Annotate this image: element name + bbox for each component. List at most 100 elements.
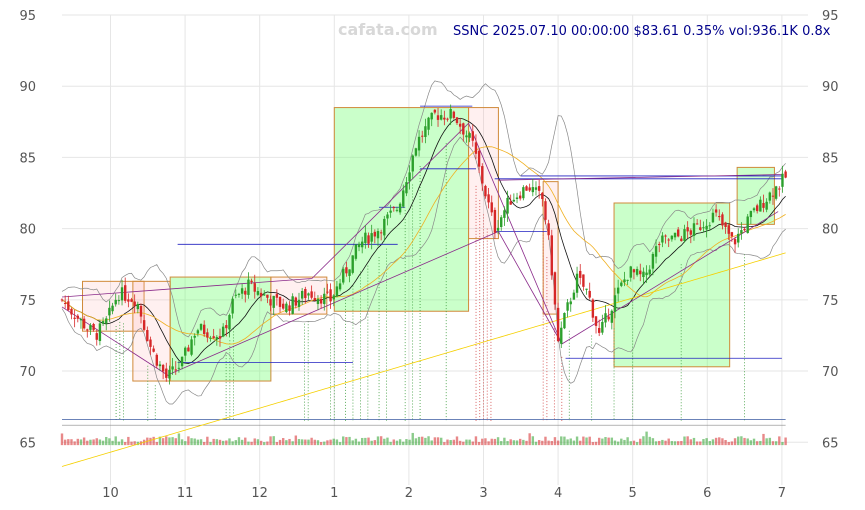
volume-bar: [98, 439, 102, 446]
volume-bar: [443, 442, 446, 446]
candle-body: [733, 239, 737, 245]
volume-bar: [452, 439, 456, 446]
volume-bar: [398, 439, 402, 446]
candle-body: [579, 270, 582, 278]
candle-body: [518, 195, 522, 199]
volume-bar: [168, 437, 171, 446]
candle-body: [550, 235, 553, 276]
candle-body: [294, 297, 298, 306]
candle-body: [506, 197, 509, 214]
candle-body: [171, 366, 174, 370]
candle-body: [496, 227, 500, 231]
candle-body: [724, 222, 727, 227]
volume-bar: [465, 439, 468, 446]
volume-bar: [680, 441, 683, 446]
candle-body: [749, 210, 753, 218]
candle-body: [727, 225, 730, 234]
candle-body: [253, 283, 256, 292]
volume-bar: [686, 436, 689, 446]
volume-bar: [556, 440, 560, 446]
candle-body: [405, 182, 408, 194]
volume-bar: [244, 437, 247, 446]
candle-body: [139, 305, 143, 317]
candle-body: [408, 172, 411, 182]
candle-body: [613, 295, 617, 312]
volume-bar: [281, 438, 285, 446]
candle-body: [335, 286, 339, 297]
volume-bar: [667, 438, 670, 446]
y-tick-label-right: 80: [822, 223, 839, 238]
candle-body: [484, 185, 487, 197]
volume-bar: [708, 440, 711, 446]
trend-line: [498, 231, 563, 345]
candle-body: [474, 142, 478, 154]
x-tick-label: 6: [703, 486, 711, 501]
candle-body: [73, 317, 76, 319]
candle-body: [383, 218, 386, 236]
candle-body: [76, 315, 79, 319]
candle-body: [149, 339, 152, 347]
volume-bar: [676, 441, 680, 446]
volume-bar: [610, 437, 614, 446]
candle-body: [477, 150, 481, 167]
candle-body: [509, 201, 512, 205]
candle-body: [398, 203, 402, 213]
volume-bar: [702, 439, 705, 446]
candle-body: [607, 316, 610, 320]
candle-body: [452, 111, 456, 118]
volume-bar: [433, 437, 437, 446]
volume-bar: [218, 439, 222, 446]
x-axis: 10 11 12 1 2 3 4 5 6 7: [102, 486, 786, 501]
y-tick-label-left: 90: [19, 80, 36, 95]
candle-body: [89, 325, 92, 330]
volume-bar: [250, 441, 253, 446]
volume-bar: [541, 440, 544, 446]
volume-bar: [408, 439, 411, 446]
candle-body: [620, 282, 623, 286]
volume-bar: [658, 440, 661, 446]
candle-body: [553, 272, 557, 305]
volume-bar: [67, 439, 70, 446]
candle-body: [471, 131, 474, 141]
volume-bar: [695, 441, 699, 446]
candle-body: [711, 212, 715, 223]
volume-bar: [307, 439, 310, 446]
candle-body: [370, 233, 373, 242]
volume-bar: [781, 441, 784, 446]
volume-bar: [421, 436, 424, 446]
candle-body: [689, 230, 693, 235]
candle-body: [547, 223, 550, 236]
volume-bar: [402, 441, 405, 446]
volume-bar: [743, 437, 746, 446]
volume-bar: [111, 440, 114, 446]
candle-body: [560, 327, 563, 344]
volume-bar: [670, 441, 674, 446]
candle-body: [130, 299, 133, 302]
volume-bar: [383, 438, 386, 446]
candle-body: [610, 310, 614, 323]
candle-body: [291, 296, 294, 314]
volume-bar: [749, 440, 753, 446]
candle-body: [528, 187, 531, 191]
candle-body: [392, 207, 395, 209]
volume-bar: [209, 441, 212, 446]
volume-bar: [82, 437, 86, 446]
volume-bar: [474, 436, 478, 446]
volume-bar: [654, 441, 658, 446]
candle-body: [275, 294, 279, 298]
volume-bar: [348, 436, 351, 446]
trend-line: [498, 174, 782, 181]
volume-bar: [531, 436, 535, 446]
volume-bar: [313, 439, 316, 446]
volume-bar: [563, 436, 566, 446]
candle-body: [177, 367, 181, 369]
volume-bar: [114, 436, 117, 446]
trend-line: [61, 306, 171, 378]
candle-body: [240, 288, 244, 294]
volume-bar: [705, 438, 708, 446]
candle-body: [67, 301, 70, 311]
candle-body: [395, 209, 399, 211]
candle-body: [101, 321, 105, 324]
candle-body: [683, 229, 686, 241]
candle-body: [285, 303, 288, 313]
